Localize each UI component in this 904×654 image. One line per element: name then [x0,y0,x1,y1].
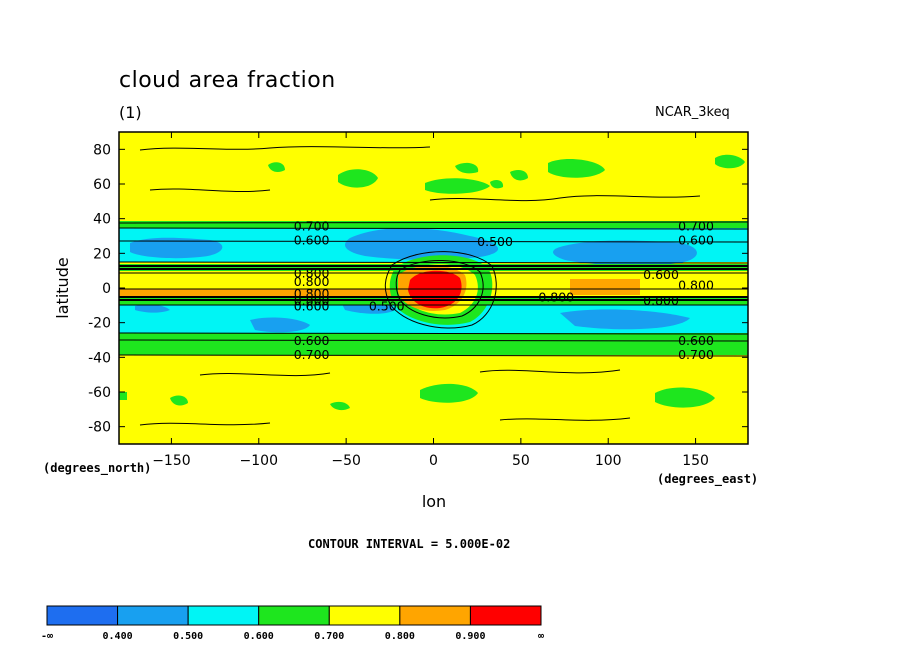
x-axis-label: lon [422,492,446,511]
x-tick-label: 0 [429,453,438,469]
y-tick-label: 60 [93,177,111,193]
contour-lines [119,146,748,426]
contour-band-south-green [119,333,748,355]
y-tick-label: -60 [88,385,111,401]
contour-patch-blue [250,317,310,333]
y-axis-label: latitude [53,257,72,318]
contour-interval: CONTOUR INTERVAL = 5.000E-02 [308,537,510,551]
contour-patch-green [330,401,350,411]
filled-contours [119,132,748,444]
contour-label: 0.700 [294,347,330,362]
colorbar-tick-label: 0.900 [455,631,485,642]
contour-patch-green [425,178,490,194]
dataset-name: NCAR_3keq [655,105,730,120]
y-tick-label: -20 [88,316,111,332]
contour-label: 0.700 [678,219,714,234]
chart-subtitle: (1) [119,103,142,122]
colorbar: -∞ 0.400 0.500 0.600 0.700 0.800 0.900 ∞ [41,605,544,642]
contour-label: 0.500 [477,234,513,249]
contour-label: 0.600 [294,232,330,247]
contour-label: 0.600 [678,232,714,247]
colorbar-tick-label: 0.500 [173,631,203,642]
contour-label: 0.600 [294,333,330,348]
contour-patch-blue [345,228,499,260]
contour-label: 0.500 [369,298,405,313]
contour-label: 0.800 [643,293,679,308]
contour-label: 0.800 [678,278,714,293]
colorbar-bin [187,605,260,626]
contour-label: 0.600 [643,267,679,282]
contour-patch-blue [135,304,170,313]
contour-label: 0.800 [294,265,330,280]
contour-patch-blue [130,237,223,259]
contour-patch-green [715,154,745,169]
x-tick-label: −50 [331,453,361,469]
contour-label: 0.600 [294,298,330,313]
contour-patch-green [510,170,528,181]
contour-patch-green [268,162,285,173]
contour-patch-green [420,383,478,403]
y-tick-label: -40 [88,350,111,366]
colorbar-tick-label: 0.800 [385,631,415,642]
colorbar-tick-label: 0.700 [314,631,344,642]
colorbar-tick-label: 0.600 [244,631,274,642]
y-tick-label: 40 [93,212,111,228]
contour-patch-orange [570,279,640,295]
contour-patch-blue [553,240,697,266]
contour-label: 0.700 [294,219,330,234]
colorbar-bin [258,605,330,626]
x-tick-label: 150 [682,453,709,469]
y-tick-label: 0 [102,281,111,297]
contour-label: 0.600 [678,333,714,348]
colorbar-tick-label: -∞ [41,631,53,642]
contour-label: 0.700 [678,347,714,362]
contour-label: 0.800 [294,286,330,301]
y-tick-label: 20 [93,246,111,262]
contour-label: 0.800 [294,274,330,289]
contour-patch-green [455,162,479,174]
contour-patch-blue [560,309,690,330]
x-tick-label: 50 [512,453,530,469]
equator-band-orange [119,289,419,297]
colorbar-tick-label: 0.400 [103,631,133,642]
x-axis-units: (degrees_east) [657,472,758,487]
x-axis-ticks: −150 −100 −50 0 50 100 150 [152,132,709,469]
x-tick-label: −100 [240,453,278,469]
contour-patch-green [548,159,605,178]
colorbar-bin [399,605,471,626]
contour-label: 0.800 [538,290,574,305]
y-tick-label: -80 [88,420,111,436]
colorbar-bin [328,605,401,626]
colorbar-bin [117,605,189,626]
contour-patch-green [170,395,188,406]
y-axis-ticks: 80 60 40 20 0 -20 -40 -60 -80 [88,142,748,436]
y-tick-label: 80 [93,142,111,158]
x-tick-label: −150 [152,453,190,469]
contour-patch-green [119,392,127,400]
colorbar-bin [469,605,542,626]
contour-patch-green [338,169,378,188]
y-axis-units: (degrees_north) [43,461,151,476]
chart-title: cloud area fraction [119,68,336,93]
contour-labels: 0.7000.6000.7000.6000.5000.8000.8000.800… [294,219,714,362]
contour-label: 0.800 [294,293,330,308]
contour-patch-green [490,179,504,189]
contour-patch-green [655,387,715,408]
colorbar-bin [46,605,119,626]
x-tick-label: 100 [595,453,622,469]
colorbar-tick-label: ∞ [538,631,544,642]
